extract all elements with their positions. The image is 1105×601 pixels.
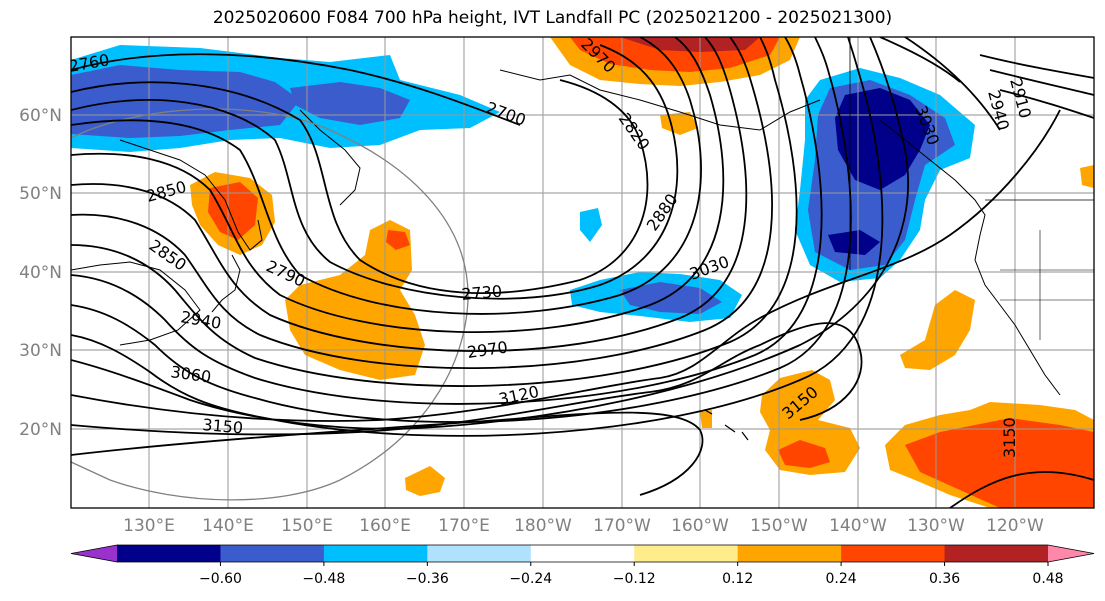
ivt-pos-top-core (620, 37, 760, 52)
contour-label: 2730 (461, 282, 503, 304)
contour-3060 (71, 109, 1061, 422)
lon-label: 160°W (671, 516, 729, 536)
ivt-pos-epac-inner (905, 418, 1094, 508)
ivt-pos-cpac-core (778, 440, 830, 468)
colorbar-tick-label: 0.24 (826, 571, 857, 587)
contour-2910 (71, 37, 798, 387)
colorbar-extend-low (71, 545, 117, 562)
colorbar-swatch (841, 545, 946, 562)
ivt-pos-wpac (285, 220, 425, 380)
colorbar-swatch (944, 545, 1049, 562)
colorbar-swatch (427, 545, 532, 562)
colorbar-tick-label: −0.24 (509, 571, 552, 587)
contour-2940-ne (979, 54, 1094, 79)
contour-2880 (71, 37, 773, 370)
state-borders (1000, 230, 1094, 340)
colorbar-tick-label: −0.12 (613, 571, 656, 587)
lat-label: 40°N (19, 263, 62, 283)
ivt-neg-ne-core (835, 88, 930, 190)
contour-2910-ne (989, 69, 1094, 96)
contour-label: 3150 (1000, 417, 1019, 458)
landfall-region-outline (71, 108, 469, 501)
longitude-labels: 130°E 140°E 150°E 160°E 170°E 180°W 170°… (123, 516, 1044, 536)
lon-label: 140°W (829, 516, 887, 536)
ivt-pos-japan-core (208, 182, 258, 240)
ivt-pos-wpac-core (386, 230, 410, 250)
lon-label: 160°E (359, 516, 411, 536)
lon-label: 170°W (593, 516, 651, 536)
contour-2970 (71, 37, 852, 423)
map-title: 2025020600 F084 700 hPa height, IVT Land… (212, 8, 893, 28)
height-contours (71, 37, 1094, 508)
colorbar-swatch (220, 545, 325, 562)
lon-label: 150°W (750, 516, 808, 536)
colorbar-tick-label: −0.36 (406, 571, 449, 587)
contour-2850 (71, 37, 748, 352)
lat-label: 30°N (19, 341, 62, 361)
colorbar-swatch (323, 545, 428, 562)
contour-2940 (71, 37, 823, 405)
latitude-labels: 60°N 50°N 40°N 30°N 20°N (19, 106, 62, 440)
lon-label: 170°E (438, 516, 490, 536)
graticule (71, 37, 1094, 508)
lon-label: 130°W (907, 516, 965, 536)
colorbar-swatch (117, 545, 221, 562)
coast-kamchatka (299, 109, 361, 206)
contour-2790 (71, 37, 702, 315)
colorbar-swatch (737, 545, 842, 562)
lon-label: 120°W (986, 516, 1044, 536)
colorbar-extend-high (1048, 545, 1094, 562)
ivt-pos-edge (1080, 165, 1094, 188)
lon-label: 140°E (202, 516, 254, 536)
contour-3120 (71, 322, 863, 436)
contour-3150 (71, 411, 704, 496)
contour-2730 (71, 79, 649, 294)
colorbar: −0.60 −0.48 −0.36 −0.24 −0.12 0.12 0.24 0.36 0.4… (70, 544, 1095, 587)
lat-label: 50°N (19, 184, 62, 204)
coast-namerica (879, 119, 1061, 396)
contour-2760 (71, 44, 679, 300)
contour-3000-ne (904, 37, 1001, 131)
colorbar-tick-label: −0.48 (302, 571, 345, 587)
lon-label: 150°E (281, 516, 333, 536)
contour-3000 (71, 37, 884, 437)
lon-label: 130°E (123, 516, 175, 536)
colorbar-tick-label: −0.60 (199, 571, 242, 587)
coast-asia (119, 139, 263, 251)
ivt-neg-small (580, 208, 602, 242)
contour-2820 (71, 37, 725, 334)
coast-alaska (499, 69, 821, 131)
coast-china (71, 261, 201, 346)
colorbar-outline (70, 544, 1095, 563)
colorbar-tick-label: 0.48 (1032, 571, 1063, 587)
colorbar-tick-label: 0.12 (722, 571, 753, 587)
contour-2880-ne (999, 89, 1094, 119)
colorbar-tick-label: 0.36 (929, 571, 960, 587)
contour-3030 (71, 37, 909, 430)
colorbar-swatch (530, 545, 635, 562)
contour-3150-east (949, 471, 1094, 508)
ivt-pos-hawaii (700, 410, 712, 428)
contour-2970-ne (879, 37, 961, 83)
ivt-pos-small-south (405, 466, 445, 496)
ivt-neg-ne-core-2 (828, 230, 880, 255)
map-content: 2760 2700 2820 2970 2850 2850 2790 2880 … (71, 37, 1094, 508)
map-frame (70, 36, 1095, 509)
lon-label: 180°W (514, 516, 572, 536)
contour-label: 3150 (202, 415, 244, 437)
lat-label: 60°N (19, 106, 62, 126)
ivt-neg-nw-inner-2 (290, 82, 410, 125)
contour-2700 (71, 53, 521, 126)
coastlines (71, 37, 1094, 441)
lat-label: 20°N (19, 420, 62, 440)
colorbar-swatch (634, 545, 739, 562)
